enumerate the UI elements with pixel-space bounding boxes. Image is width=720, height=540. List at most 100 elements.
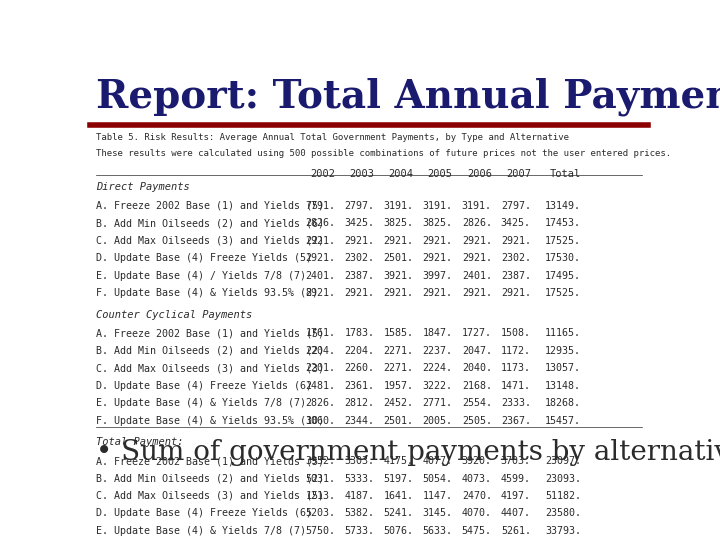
Text: 2812.: 2812. bbox=[345, 399, 374, 408]
Text: 5076.: 5076. bbox=[384, 526, 413, 536]
Text: 2004: 2004 bbox=[389, 168, 413, 179]
Text: 5733.: 5733. bbox=[345, 526, 374, 536]
Text: 2401.: 2401. bbox=[462, 271, 492, 281]
Text: D. Update Base (4) Freeze Yields (5): D. Update Base (4) Freeze Yields (5) bbox=[96, 253, 312, 263]
Text: 3703.: 3703. bbox=[501, 456, 531, 466]
Text: 12935.: 12935. bbox=[545, 346, 581, 356]
Text: B. Add Min Oilseeds (2) and Yields (2): B. Add Min Oilseeds (2) and Yields (2) bbox=[96, 474, 323, 483]
Text: 1957.: 1957. bbox=[384, 381, 413, 391]
Text: 4187.: 4187. bbox=[345, 491, 374, 501]
Text: 7791.: 7791. bbox=[305, 201, 336, 211]
Text: 2921.: 2921. bbox=[501, 288, 531, 298]
Text: 1147.: 1147. bbox=[423, 491, 453, 501]
Text: 17525.: 17525. bbox=[545, 235, 581, 246]
Text: A. Freeze 2002 Base (1) and Yields (5): A. Freeze 2002 Base (1) and Yields (5) bbox=[96, 201, 323, 211]
Text: 2387.: 2387. bbox=[345, 271, 374, 281]
Text: 2797.: 2797. bbox=[345, 201, 374, 211]
Text: 3060.: 3060. bbox=[305, 416, 336, 426]
Text: 2302.: 2302. bbox=[501, 253, 531, 263]
Text: A. Freeze 2002 Base (1) and Yields (5): A. Freeze 2002 Base (1) and Yields (5) bbox=[96, 456, 323, 466]
Text: 5633.: 5633. bbox=[423, 526, 453, 536]
Text: E. Update Base (4) & Yields 7/8 (7): E. Update Base (4) & Yields 7/8 (7) bbox=[96, 526, 305, 536]
Text: 3191.: 3191. bbox=[384, 201, 413, 211]
Text: 1172.: 1172. bbox=[501, 346, 531, 356]
Text: 13148.: 13148. bbox=[545, 381, 581, 391]
Text: 2302.: 2302. bbox=[345, 253, 374, 263]
Text: 5031.: 5031. bbox=[305, 474, 336, 483]
Text: 3952.: 3952. bbox=[305, 456, 336, 466]
Text: 1213.: 1213. bbox=[305, 491, 336, 501]
Text: 23580.: 23580. bbox=[545, 509, 581, 518]
Text: 3222.: 3222. bbox=[423, 381, 453, 391]
Text: 1727.: 1727. bbox=[462, 328, 492, 339]
Text: C. Add Max Oilseeds (3) and Yields (3): C. Add Max Oilseeds (3) and Yields (3) bbox=[96, 363, 323, 373]
Text: Table 5. Risk Results: Average Annual Total Government Payments, by Type and Alt: Table 5. Risk Results: Average Annual To… bbox=[96, 133, 569, 143]
Text: 3191.: 3191. bbox=[423, 201, 453, 211]
Text: 5475.: 5475. bbox=[462, 526, 492, 536]
Text: 2006: 2006 bbox=[467, 168, 492, 179]
Text: 5203.: 5203. bbox=[305, 509, 336, 518]
Text: 2921.: 2921. bbox=[384, 235, 413, 246]
Text: 1783.: 1783. bbox=[345, 328, 374, 339]
Text: 2505.: 2505. bbox=[462, 416, 492, 426]
Text: 2771.: 2771. bbox=[423, 399, 453, 408]
Text: 3825.: 3825. bbox=[423, 218, 453, 228]
Text: These results were calculated using 500 possible combinations of future prices n: These results were calculated using 500 … bbox=[96, 149, 671, 158]
Text: 13057.: 13057. bbox=[545, 363, 581, 373]
Text: 2367.: 2367. bbox=[501, 416, 531, 426]
Text: 4175.: 4175. bbox=[384, 456, 413, 466]
Text: 2333.: 2333. bbox=[501, 399, 531, 408]
Text: 5241.: 5241. bbox=[384, 509, 413, 518]
Text: 2271.: 2271. bbox=[384, 346, 413, 356]
Text: 2921.: 2921. bbox=[423, 253, 453, 263]
Text: 3425.: 3425. bbox=[345, 218, 374, 228]
Text: 1641.: 1641. bbox=[384, 491, 413, 501]
Text: 3425.: 3425. bbox=[501, 218, 531, 228]
Text: 2260.: 2260. bbox=[345, 363, 374, 373]
Text: 5054.: 5054. bbox=[423, 474, 453, 483]
Text: Direct Payments: Direct Payments bbox=[96, 182, 189, 192]
Text: 1847.: 1847. bbox=[423, 328, 453, 339]
Text: 17495.: 17495. bbox=[545, 271, 581, 281]
Text: 18268.: 18268. bbox=[545, 399, 581, 408]
Text: 2921.: 2921. bbox=[345, 288, 374, 298]
Text: 1508.: 1508. bbox=[501, 328, 531, 339]
Text: 15457.: 15457. bbox=[545, 416, 581, 426]
Text: B. Add Min Oilseeds (2) and Yields (6): B. Add Min Oilseeds (2) and Yields (6) bbox=[96, 218, 323, 228]
Text: 13149.: 13149. bbox=[545, 201, 581, 211]
Text: 4070.: 4070. bbox=[462, 509, 492, 518]
Text: 2344.: 2344. bbox=[345, 416, 374, 426]
Text: 2797.: 2797. bbox=[501, 201, 531, 211]
Text: 2921.: 2921. bbox=[305, 235, 336, 246]
Text: 5333.: 5333. bbox=[345, 474, 374, 483]
Text: C. Add Max Oilseeds (3) and Yields (5): C. Add Max Oilseeds (3) and Yields (5) bbox=[96, 491, 323, 501]
Text: 2168.: 2168. bbox=[462, 381, 492, 391]
Text: E. Update Base (4) & Yields 7/8 (7): E. Update Base (4) & Yields 7/8 (7) bbox=[96, 399, 305, 408]
Text: 2921.: 2921. bbox=[501, 235, 531, 246]
Text: 2005: 2005 bbox=[428, 168, 453, 179]
Text: 2224.: 2224. bbox=[423, 363, 453, 373]
Text: 2921.: 2921. bbox=[305, 253, 336, 263]
Text: 2921.: 2921. bbox=[462, 253, 492, 263]
Text: Counter Cyclical Payments: Counter Cyclical Payments bbox=[96, 310, 252, 320]
Text: B. Add Min Oilseeds (2) and Yields (2): B. Add Min Oilseeds (2) and Yields (2) bbox=[96, 346, 323, 356]
Text: D. Update Base (4) Freeze Yields (6): D. Update Base (4) Freeze Yields (6) bbox=[96, 509, 312, 518]
Text: 17453.: 17453. bbox=[545, 218, 581, 228]
Text: 1761.: 1761. bbox=[305, 328, 336, 339]
Text: 2452.: 2452. bbox=[384, 399, 413, 408]
Text: 4407.: 4407. bbox=[501, 509, 531, 518]
Text: Total: Total bbox=[550, 168, 581, 179]
Text: 2003: 2003 bbox=[350, 168, 374, 179]
Text: 2007: 2007 bbox=[506, 168, 531, 179]
Text: 4073.: 4073. bbox=[462, 474, 492, 483]
Text: 5750.: 5750. bbox=[305, 526, 336, 536]
Text: 11165.: 11165. bbox=[545, 328, 581, 339]
Text: 4599.: 4599. bbox=[501, 474, 531, 483]
Text: 2921.: 2921. bbox=[462, 235, 492, 246]
Text: 33793.: 33793. bbox=[545, 526, 581, 536]
Text: 2921.: 2921. bbox=[423, 235, 453, 246]
Text: 5382.: 5382. bbox=[345, 509, 374, 518]
Text: E. Update Base (4) / Yields 7/8 (7): E. Update Base (4) / Yields 7/8 (7) bbox=[96, 271, 305, 281]
Text: D. Update Base (4) Freeze Yields (6): D. Update Base (4) Freeze Yields (6) bbox=[96, 381, 312, 391]
Text: 5261.: 5261. bbox=[501, 526, 531, 536]
